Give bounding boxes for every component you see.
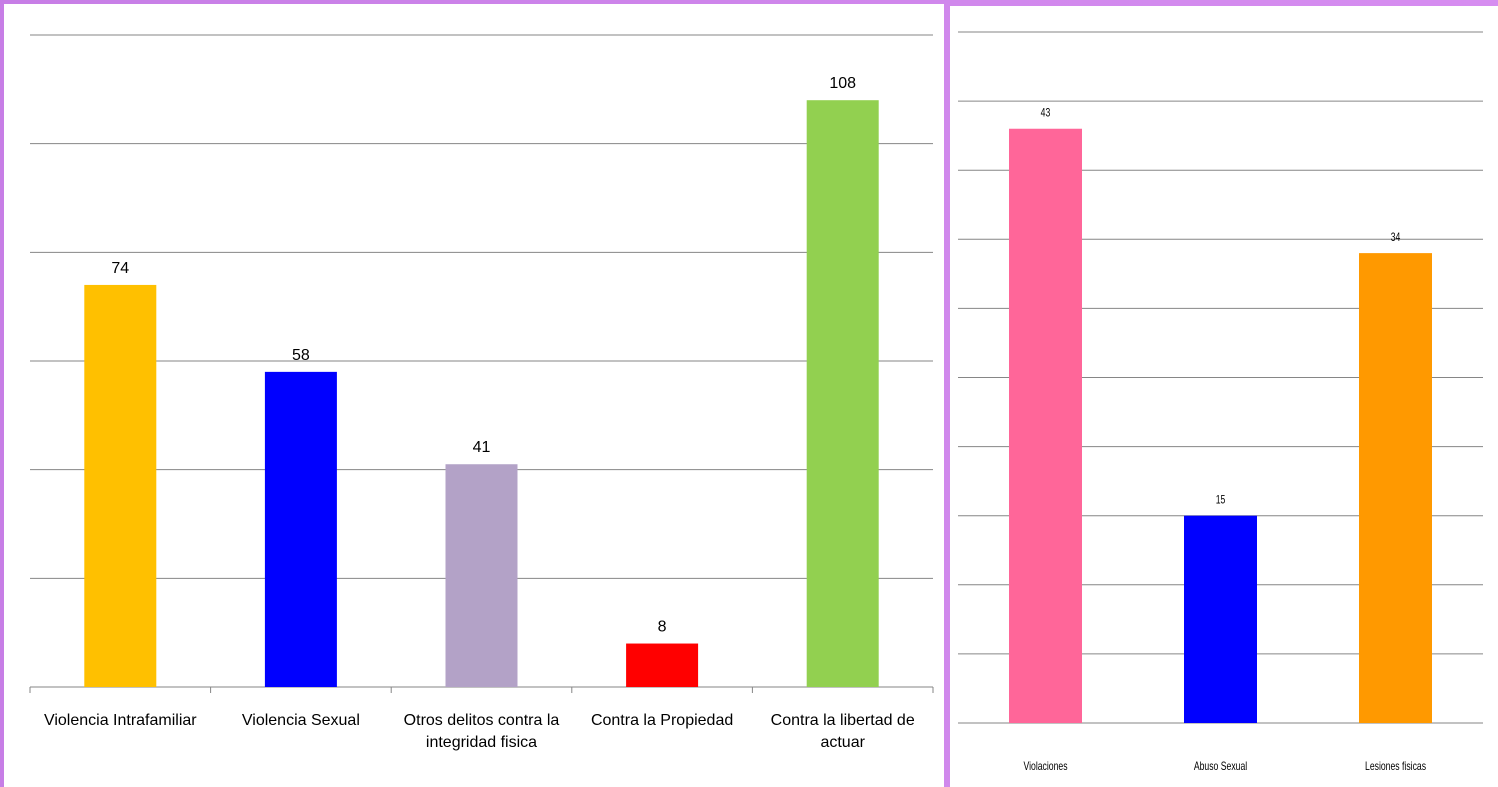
value-label: 43 [1041,108,1051,121]
value-label: 8 [658,619,667,636]
bar [1184,515,1257,723]
bar [1009,128,1082,724]
x-tick-label: Contra la Propiedad [590,712,734,729]
bar [264,371,337,687]
x-tick-label: Violencia Intrafamiliar [43,712,197,729]
value-label: 108 [829,75,856,92]
x-tick-label: Violencia Sexual [241,712,360,729]
bar [84,284,157,687]
bar [626,643,699,687]
bar [1359,253,1432,723]
x-tick-label: Abuso Sexual [1193,759,1248,773]
x-tick-label: Violaciones [1023,759,1068,773]
value-label: 34 [1391,232,1401,245]
value-label: 15 [1216,495,1226,508]
x-tick-label: Otros delitos contra la integridad fisic… [403,712,560,751]
bar [806,100,879,687]
value-label: 41 [473,439,491,456]
x-tick-label: Contra la libertad de actuar [770,712,915,751]
bar [445,464,518,687]
x-tick-label: Lesiones fisicas [1364,759,1426,773]
value-label: 58 [292,347,310,364]
value-label: 74 [111,260,129,277]
